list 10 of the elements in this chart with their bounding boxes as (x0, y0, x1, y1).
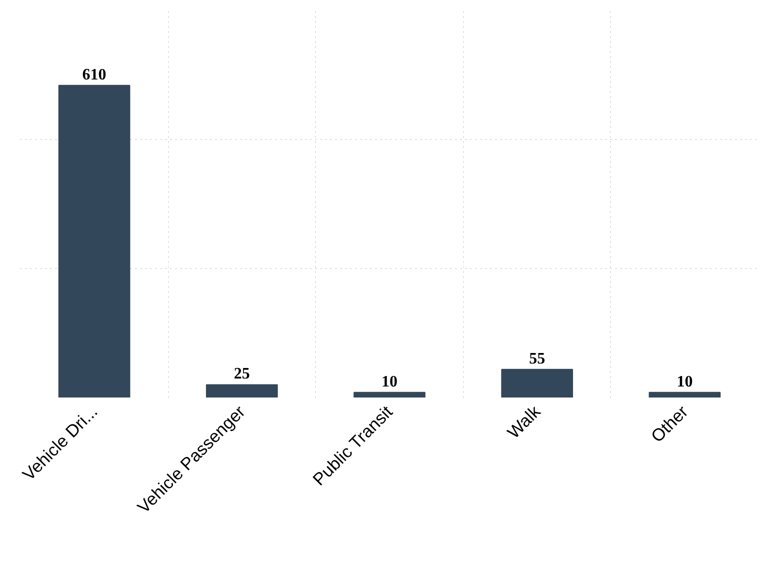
bar (501, 368, 574, 398)
data-label: 610 (82, 66, 106, 84)
data-label: 10 (676, 373, 693, 390)
bar (354, 392, 426, 398)
data-label: 25 (234, 366, 250, 383)
data-label: 55 (529, 350, 546, 368)
bar (58, 84, 130, 398)
bar (206, 384, 278, 398)
bar (648, 392, 721, 398)
data-label: 10 (382, 373, 398, 390)
